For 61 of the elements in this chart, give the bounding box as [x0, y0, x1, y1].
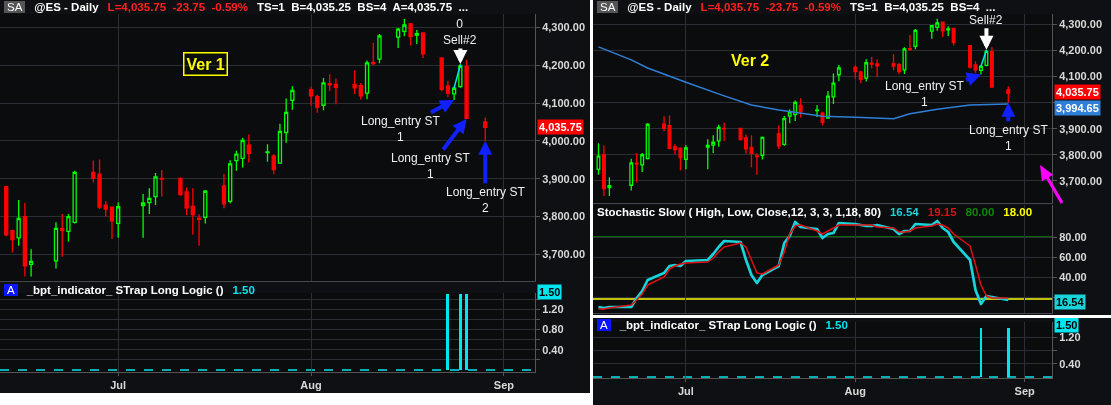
- x-tick-label: Jul: [110, 379, 127, 392]
- x-tick-label: Aug: [300, 379, 322, 392]
- y-tick-label: 0.40: [1059, 357, 1081, 370]
- y-tick-label: 4,100.00: [542, 96, 586, 109]
- text: 4,035.75: [1056, 86, 1099, 98]
- text: 3,994.65: [1056, 102, 1099, 114]
- y-tick-label: 0.40: [542, 343, 564, 356]
- y-tick-label: 4,200.00: [542, 58, 586, 71]
- annotation: A: [4, 284, 18, 296]
- y-tick-label: 1.20: [1059, 331, 1081, 344]
- y-tick-label: 80.00: [1059, 230, 1087, 243]
- y-tick-label: 4,300.00: [542, 21, 586, 34]
- y-tick-label: 3,900.00: [542, 172, 586, 185]
- text: SA: [4, 1, 26, 13]
- annotation: 1.50: [232, 284, 255, 296]
- annotation: 1.50: [825, 319, 848, 331]
- text: SA: [597, 1, 619, 13]
- x-tick-label: Aug: [844, 385, 866, 398]
- x-tick-label: Sep: [493, 379, 515, 392]
- y-tick-label: 4,300.00: [1059, 18, 1103, 31]
- chart-title: Stochastic Slow ( High, Low, Close,12, 3, 3, 1,18, 80): [597, 206, 881, 218]
- annotation: 16.54: [889, 206, 919, 218]
- annotation: Long_entry ST 1: [391, 151, 471, 181]
- x-tick-label: Jul: [677, 385, 694, 398]
- text: 4,035.75: [539, 121, 582, 133]
- annotation: 80.00: [965, 206, 995, 218]
- y-tick-label: 3,800.00: [542, 210, 586, 223]
- chart-subtitle: L=4,035.75 -23.75 -0.59%: [700, 1, 841, 13]
- annotation: Ver 2: [731, 52, 770, 69]
- annotation: Sell#2: [969, 13, 1003, 27]
- text: 16.54: [1056, 296, 1085, 308]
- annotation: Long_entry ST 2: [446, 185, 526, 215]
- chart-title: @ES - Daily: [34, 1, 99, 13]
- annotation: Long_entry ST 1: [885, 79, 965, 109]
- annotation: 19.15: [927, 206, 957, 218]
- annotation: Ver 1: [186, 55, 225, 73]
- chart-title: _bpt_indicator_ STrap Long Logic (): [619, 319, 817, 331]
- annotation: Long_entry ST 1: [969, 123, 1049, 153]
- y-tick-label: 4,200.00: [1059, 44, 1103, 57]
- chart-subtitle: L=4,035.75 -23.75 -0.59%: [107, 1, 248, 13]
- x-tick-label: Sep: [1014, 385, 1036, 398]
- annotation: 18.00: [1003, 206, 1033, 218]
- chart-title: @ES - Daily: [627, 1, 692, 13]
- text: 1.50: [1056, 319, 1078, 331]
- y-tick-label: 4,100.00: [1059, 70, 1103, 83]
- y-tick-label: 60.00: [1059, 250, 1087, 263]
- text: 1.50: [539, 286, 561, 298]
- y-tick-label: 4,000.00: [542, 134, 586, 147]
- y-tick-label: 3,900.00: [1059, 122, 1103, 135]
- y-tick-label: 3,800.00: [1059, 148, 1103, 161]
- annotation: Long_entry ST 1: [361, 114, 441, 144]
- chart-title: _bpt_indicator_ STrap Long Logic (): [26, 284, 224, 296]
- annotation: 0 Sell#2: [443, 17, 477, 47]
- y-tick-label: 40.00: [1059, 270, 1087, 283]
- y-tick-label: 0.80: [542, 323, 564, 336]
- y-tick-label: 1.20: [542, 303, 564, 316]
- y-tick-label: 3,700.00: [542, 248, 586, 261]
- text: TS=1 B=4,035.25 BS=4 ...: [849, 1, 996, 13]
- y-tick-label: 3,700.00: [1059, 174, 1103, 187]
- text: TS=1 B=4,035.25 BS=4 A=4,035.75 ...: [256, 1, 469, 13]
- annotation: A: [597, 319, 611, 331]
